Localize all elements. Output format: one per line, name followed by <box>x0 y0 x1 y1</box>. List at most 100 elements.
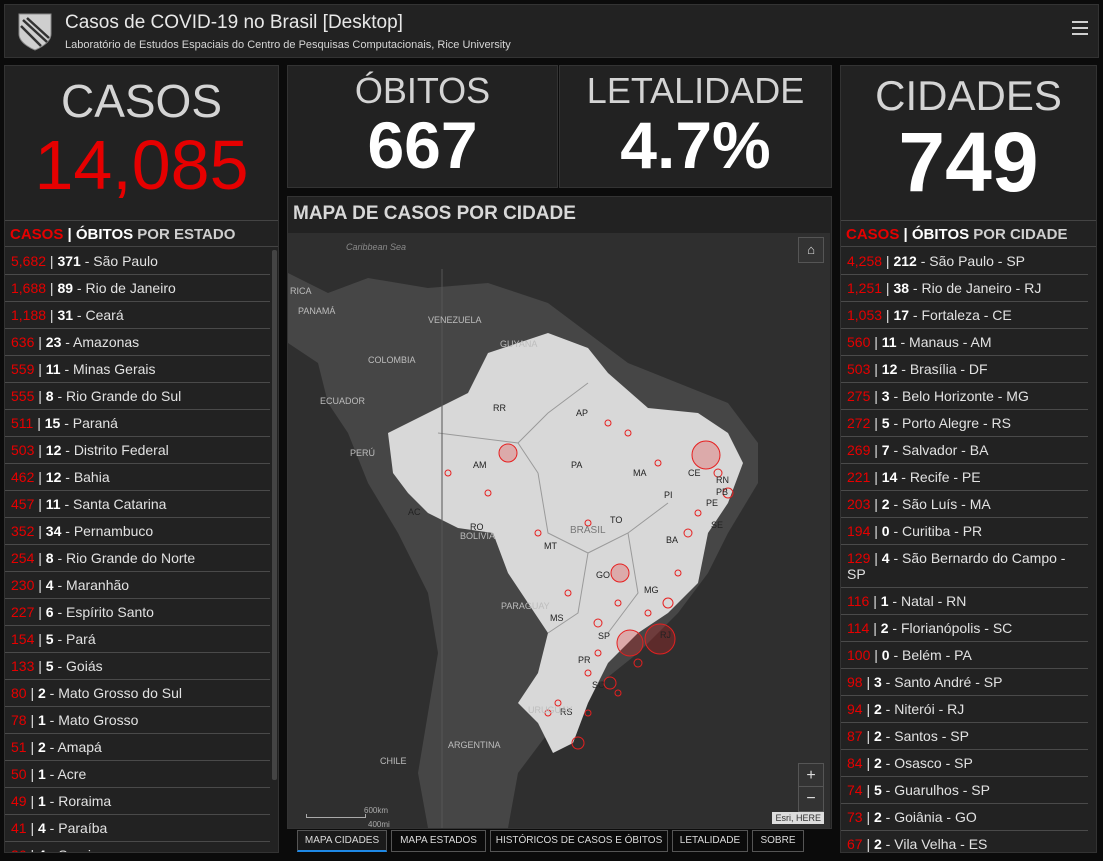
row-deaths: 4 <box>38 847 46 852</box>
row-name: São Paulo - SP <box>929 253 1026 269</box>
list-item[interactable]: 352 | 34 - Pernambuco <box>5 518 270 545</box>
row-deaths: 89 <box>57 280 74 296</box>
row-cases: 221 <box>847 469 871 485</box>
list-item[interactable]: 87 | 2 - Santos - SP <box>841 723 1088 750</box>
list-item[interactable]: 503 | 12 - Brasília - DF <box>841 356 1088 383</box>
row-name: Santo André - SP <box>894 674 1003 690</box>
list-item[interactable]: 100 | 0 - Belém - PA <box>841 642 1088 669</box>
list-item[interactable]: 80 | 2 - Mato Grosso do Sul <box>5 680 270 707</box>
row-cases: 636 <box>11 334 35 350</box>
tab-4[interactable]: SOBRE <box>752 830 804 852</box>
obitos-value: 667 <box>367 108 478 182</box>
row-name: Santos - SP <box>894 728 969 744</box>
list-item[interactable]: 41 | 4 - Paraíba <box>5 815 270 842</box>
row-cases: 51 <box>11 739 27 755</box>
row-name: Recife - PE <box>909 469 981 485</box>
list-item[interactable]: 1,251 | 38 - Rio de Janeiro - RJ <box>841 275 1088 302</box>
tab-2[interactable]: HISTÓRICOS DE CASOS E ÓBITOS <box>490 830 668 852</box>
list-item[interactable]: 84 | 2 - Osasco - SP <box>841 750 1088 777</box>
label-ro: RO <box>470 522 484 532</box>
list-item[interactable]: 154 | 5 - Pará <box>5 626 270 653</box>
list-item[interactable]: 133 | 5 - Goiás <box>5 653 270 680</box>
row-deaths: 5 <box>881 415 890 431</box>
hamburger-menu-icon[interactable] <box>1072 21 1088 37</box>
list-item[interactable]: 49 | 1 - Roraima <box>5 788 270 815</box>
list-item[interactable]: 51 | 2 - Amapá <box>5 734 270 761</box>
home-icon[interactable]: ⌂ <box>798 237 824 263</box>
list-item[interactable]: 114 | 2 - Florianópolis - SC <box>841 615 1088 642</box>
list-item[interactable]: 5,682 | 371 - São Paulo <box>5 248 270 275</box>
row-deaths: 212 <box>893 253 917 269</box>
list-item[interactable]: 116 | 1 - Natal - RN <box>841 588 1088 615</box>
cidades-label: CIDADES <box>875 72 1062 119</box>
row-cases: 457 <box>11 496 35 512</box>
estado-list-scrollbar[interactable] <box>272 250 277 780</box>
tab-1[interactable]: MAPA ESTADOS <box>391 830 486 852</box>
list-item[interactable]: 462 | 12 - Bahia <box>5 464 270 491</box>
list-item[interactable]: 73 | 2 - Goiânia - GO <box>841 804 1088 831</box>
list-item[interactable]: 1,188 | 31 - Ceará <box>5 302 270 329</box>
label-ap: AP <box>576 408 588 418</box>
row-name: Belém - PA <box>902 647 972 663</box>
row-deaths: 2 <box>874 836 882 852</box>
label-go: GO <box>596 570 610 580</box>
cidade-list[interactable]: 4,258 | 212 - São Paulo - SP 1,251 | 38 -… <box>841 248 1088 852</box>
header-sep: | <box>899 226 912 243</box>
row-deaths: 2 <box>874 701 882 717</box>
label-peru: PERÚ <box>350 448 375 458</box>
row-cases: 203 <box>847 496 871 512</box>
map-attribution[interactable]: Esri, HERE <box>772 812 824 824</box>
label-pb: PB <box>716 487 728 497</box>
zoom-out-button[interactable]: − <box>798 786 824 812</box>
list-item[interactable]: 203 | 2 - São Luís - MA <box>841 491 1088 518</box>
row-cases: 1,251 <box>847 280 883 296</box>
list-item[interactable]: 50 | 1 - Acre <box>5 761 270 788</box>
list-item[interactable]: 560 | 11 - Manaus - AM <box>841 329 1088 356</box>
list-item[interactable]: 36 | 4 - Sergipe <box>5 842 270 852</box>
list-item[interactable]: 194 | 0 - Curitiba - PR <box>841 518 1088 545</box>
list-item[interactable]: 457 | 11 - Santa Catarina <box>5 491 270 518</box>
label-ecuador: ECUADOR <box>320 396 366 406</box>
list-item[interactable]: 4,258 | 212 - São Paulo - SP <box>841 248 1088 275</box>
list-item[interactable]: 230 | 4 - Maranhão <box>5 572 270 599</box>
tab-0[interactable]: MAPA CIDADES <box>297 830 387 852</box>
list-item[interactable]: 559 | 11 - Minas Gerais <box>5 356 270 383</box>
list-item[interactable]: 227 | 6 - Espírito Santo <box>5 599 270 626</box>
row-cases: 254 <box>11 550 35 566</box>
label-ms: MS <box>550 613 564 623</box>
estado-list[interactable]: 5,682 | 371 - São Paulo 1,688 | 89 - Rio … <box>5 248 270 852</box>
row-name: Manaus - AM <box>909 334 992 350</box>
list-item[interactable]: 78 | 1 - Mato Grosso <box>5 707 270 734</box>
list-item[interactable]: 1,688 | 89 - Rio de Janeiro <box>5 275 270 302</box>
header-sep: | <box>63 226 76 243</box>
list-item[interactable]: 555 | 8 - Rio Grande do Sul <box>5 383 270 410</box>
row-cases: 129 <box>847 550 871 566</box>
list-item[interactable]: 511 | 15 - Paraná <box>5 410 270 437</box>
list-item[interactable]: 275 | 3 - Belo Horizonte - MG <box>841 383 1088 410</box>
obitos-label: ÓBITOS <box>354 70 491 111</box>
list-item[interactable]: 1,053 | 17 - Fortaleza - CE <box>841 302 1088 329</box>
row-name: Porto Alegre - RS <box>902 415 1011 431</box>
list-item[interactable]: 503 | 12 - Distrito Federal <box>5 437 270 464</box>
list-item[interactable]: 74 | 5 - Guarulhos - SP <box>841 777 1088 804</box>
zoom-in-button[interactable]: + <box>798 763 824 789</box>
row-deaths: 2 <box>38 739 46 755</box>
row-cases: 78 <box>11 712 27 728</box>
list-item[interactable]: 129 | 4 - São Bernardo do Campo - SP <box>841 545 1088 588</box>
list-item[interactable]: 221 | 14 - Recife - PE <box>841 464 1088 491</box>
list-item[interactable]: 269 | 7 - Salvador - BA <box>841 437 1088 464</box>
list-item[interactable]: 272 | 5 - Porto Alegre - RS <box>841 410 1088 437</box>
app-header: Casos de COVID-19 no Brasil [Desktop] La… <box>4 4 1099 58</box>
row-name: Mato Grosso do Sul <box>58 685 182 701</box>
tab-3[interactable]: LETALIDADE <box>672 830 748 852</box>
list-item[interactable]: 636 | 23 - Amazonas <box>5 329 270 356</box>
list-item[interactable]: 98 | 3 - Santo André - SP <box>841 669 1088 696</box>
row-name: Niterói - RJ <box>894 701 965 717</box>
rice-shield-logo-icon <box>18 13 52 51</box>
row-cases: 4,258 <box>847 253 883 269</box>
map-canvas[interactable]: AM PA RR AP MA CE RN PB PE PI AC RO TO S… <box>288 233 830 828</box>
list-item[interactable]: 94 | 2 - Niterói - RJ <box>841 696 1088 723</box>
list-item[interactable]: 254 | 8 - Rio Grande do Norte <box>5 545 270 572</box>
list-item[interactable]: 67 | 2 - Vila Velha - ES <box>841 831 1088 852</box>
row-cases: 1,053 <box>847 307 883 323</box>
